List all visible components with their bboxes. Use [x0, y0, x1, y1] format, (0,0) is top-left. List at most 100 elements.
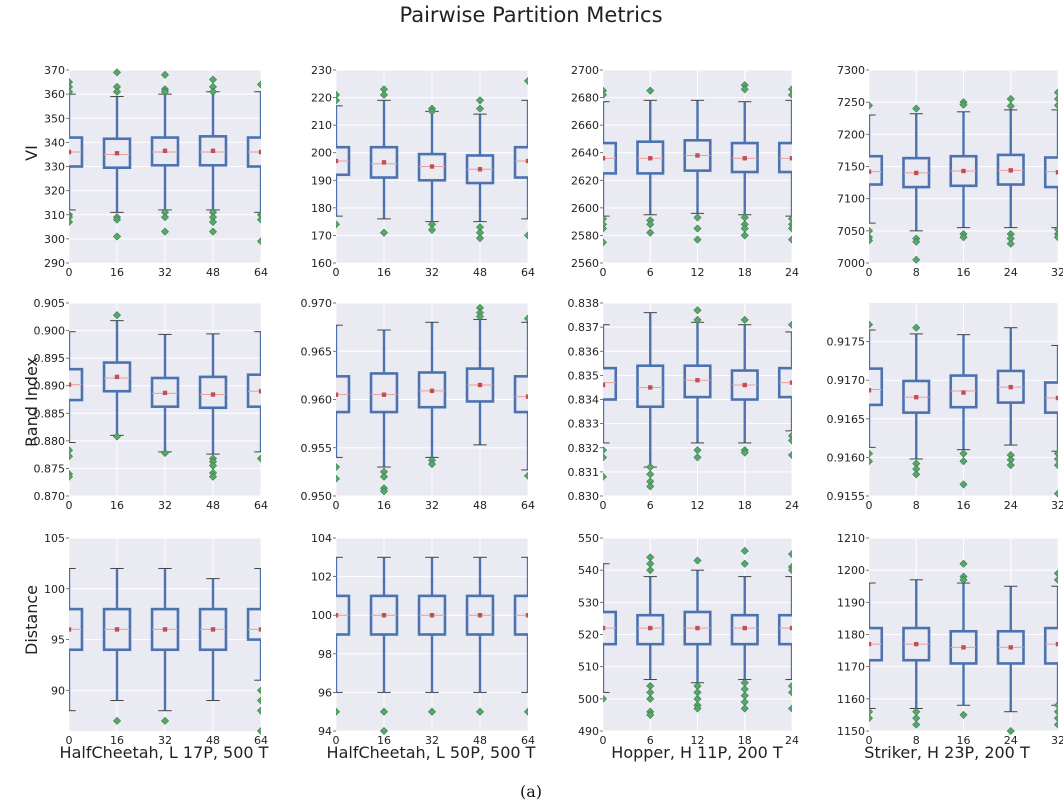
x-tick-label: 64: [521, 266, 535, 279]
outlier-point: [787, 214, 792, 223]
outlier-point: [523, 231, 528, 240]
outlier-point: [869, 457, 874, 466]
outlier-point: [1053, 233, 1058, 242]
x-tick-label: 48: [473, 499, 487, 512]
outlier-point: [336, 96, 341, 105]
plot-area: [69, 567, 261, 735]
outlier-point: [693, 235, 702, 244]
mean-marker: [648, 385, 653, 390]
panel-0-2: 2560 2580 2600 2620 2640 2660 2680 2700 0 6 12 18 24: [571, 64, 799, 279]
outlier-point: [69, 472, 74, 481]
x-tick-label: 32: [425, 734, 439, 747]
outlier-point: [740, 704, 749, 713]
x-tick-label: 24: [1004, 266, 1018, 279]
outlier-point: [740, 315, 749, 324]
outlier-point: [256, 237, 261, 246]
box-iqr: [603, 366, 618, 401]
outlier-point: [912, 255, 921, 264]
x-tick-label: 64: [521, 499, 535, 512]
y-tick-label: 7000: [837, 257, 865, 270]
box-64: [246, 567, 261, 735]
box-12: [683, 99, 712, 244]
mean-marker: [1008, 645, 1013, 650]
x-tick-label: 6: [647, 734, 654, 747]
y-tick-label: 90: [51, 684, 65, 697]
x-tick-label: 0: [600, 499, 607, 512]
outlier-point: [787, 235, 792, 244]
x-tick-label: 16: [957, 734, 971, 747]
x-tick-label: 16: [957, 499, 971, 512]
outlier-point: [69, 446, 74, 455]
box-24: [996, 94, 1025, 248]
box-iqr: [513, 145, 528, 179]
mean-marker: [914, 394, 919, 400]
mean-marker: [477, 613, 483, 618]
outlier-point: [912, 470, 921, 479]
plot-area: [336, 77, 528, 243]
outlier-point: [603, 694, 608, 703]
y-tick-label: 7100: [837, 193, 865, 206]
outlier-point: [1053, 461, 1058, 470]
outlier-point: [160, 87, 170, 96]
mean-marker: [742, 625, 747, 631]
box-32: [1043, 344, 1058, 498]
x-tick-label: 64: [521, 734, 535, 747]
outlier-point: [256, 215, 261, 224]
x-tick-label: 8: [913, 266, 920, 279]
y-tick-label: 360: [44, 88, 65, 101]
y-tick-label: 2700: [571, 64, 599, 77]
y-tick-label: 7200: [837, 128, 865, 141]
box-16: [369, 85, 399, 237]
outlier-point: [1006, 239, 1015, 248]
x-tick-label: 0: [66, 734, 73, 747]
mean-marker: [114, 374, 120, 380]
outlier-point: [475, 312, 485, 321]
outlier-point: [379, 472, 389, 481]
y-tick-label: 94: [318, 725, 332, 738]
outlier-point: [336, 463, 341, 472]
outlier-point: [912, 720, 921, 729]
outlier-point: [208, 87, 218, 96]
mean-marker: [1055, 395, 1058, 401]
panel-2-3: 1150 1160 1170 1180 1190 1200 1210 0 8 16 24 32: [837, 532, 1063, 747]
outlier-point: [336, 90, 341, 99]
y-tick-label: 550: [578, 532, 599, 545]
x-tick-label: 18: [738, 266, 752, 279]
outlier-point: [959, 457, 968, 466]
outlier-point: [787, 688, 792, 697]
box-32: [417, 321, 447, 469]
outlier-point: [959, 559, 968, 568]
x-tick-label: 24: [785, 499, 799, 512]
box-12: [683, 306, 712, 462]
x-tick-label: 24: [1004, 734, 1018, 747]
row-label-distance: Distance: [22, 585, 41, 655]
y-tick-label: 490: [578, 725, 599, 738]
y-tick-label: 190: [311, 174, 332, 187]
outlier-point: [379, 726, 389, 735]
outlier-point: [523, 471, 528, 480]
outlier-point: [1053, 575, 1058, 584]
outlier-point: [646, 86, 655, 95]
col-label-halfcheetah-50p: HalfCheetah, L 50P, 500 T: [327, 743, 536, 762]
y-tick-label: 160: [311, 257, 332, 270]
box-16: [949, 98, 978, 242]
panel-2-1: 94 96 98 100 102 104 0 16 32 48 64: [311, 532, 535, 747]
box-iqr: [246, 373, 261, 408]
outlier-point: [427, 707, 437, 716]
outlier-point: [912, 237, 921, 246]
outlier-point: [959, 100, 968, 109]
outlier-point: [693, 315, 702, 324]
y-tick-label: 540: [578, 564, 599, 577]
box-6: [636, 86, 665, 237]
box-16: [102, 311, 132, 441]
outlier-point: [603, 453, 608, 462]
plot-area: [69, 311, 261, 481]
outlier-point: [1053, 454, 1058, 463]
outlier-point: [1053, 94, 1058, 103]
y-tick-label: 7250: [837, 96, 865, 109]
y-tick-label: 96: [318, 686, 332, 699]
mean-marker: [789, 156, 792, 161]
y-tick-label: 2680: [571, 92, 599, 105]
x-tick-label: 48: [206, 734, 220, 747]
x-tick-label: 6: [647, 266, 654, 279]
